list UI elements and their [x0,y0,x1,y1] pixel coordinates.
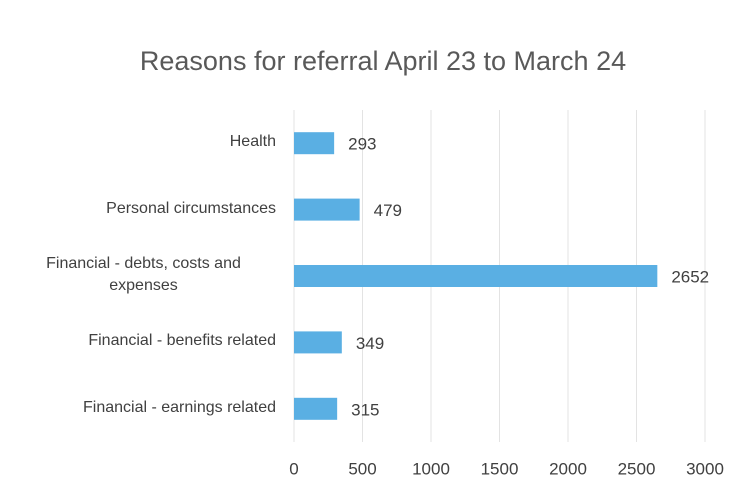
x-tick-label: 2000 [549,459,587,478]
x-tick-label: 1000 [412,459,450,478]
bar [294,331,342,354]
x-tick-label: 1500 [481,459,519,478]
y-tick-label-box: Financial - benefits related [0,330,276,352]
x-tick-label: 0 [289,459,298,478]
y-tick-label: Financial - earnings related [83,398,276,416]
value-label: 293 [348,135,376,154]
y-tick-label-box: Financial - debts, costs and expenses [0,253,276,297]
value-label: 2652 [671,267,709,286]
bar [294,198,360,221]
bar [294,132,335,155]
y-tick-label: Financial - benefits related [88,332,276,350]
x-tick-label: 2500 [618,459,656,478]
x-tick-label: 3000 [686,459,724,478]
bar [294,265,658,287]
y-tick-label-box: Financial - earnings related [0,397,276,419]
value-label: 349 [356,334,384,353]
value-label: 479 [374,201,402,220]
y-tick-label: Health [229,133,276,151]
x-tick-label: 500 [348,459,376,478]
y-tick-label: Personal circumstances [106,199,276,217]
y-tick-label-box: Health [0,131,276,153]
y-tick-label: Financial - debts, costs and expenses [46,255,241,294]
chart-title: Reasons for referral April 23 to March 2… [140,46,626,76]
bar [294,397,338,420]
y-tick-label-box: Personal circumstances [0,198,276,220]
value-label: 315 [351,400,379,419]
